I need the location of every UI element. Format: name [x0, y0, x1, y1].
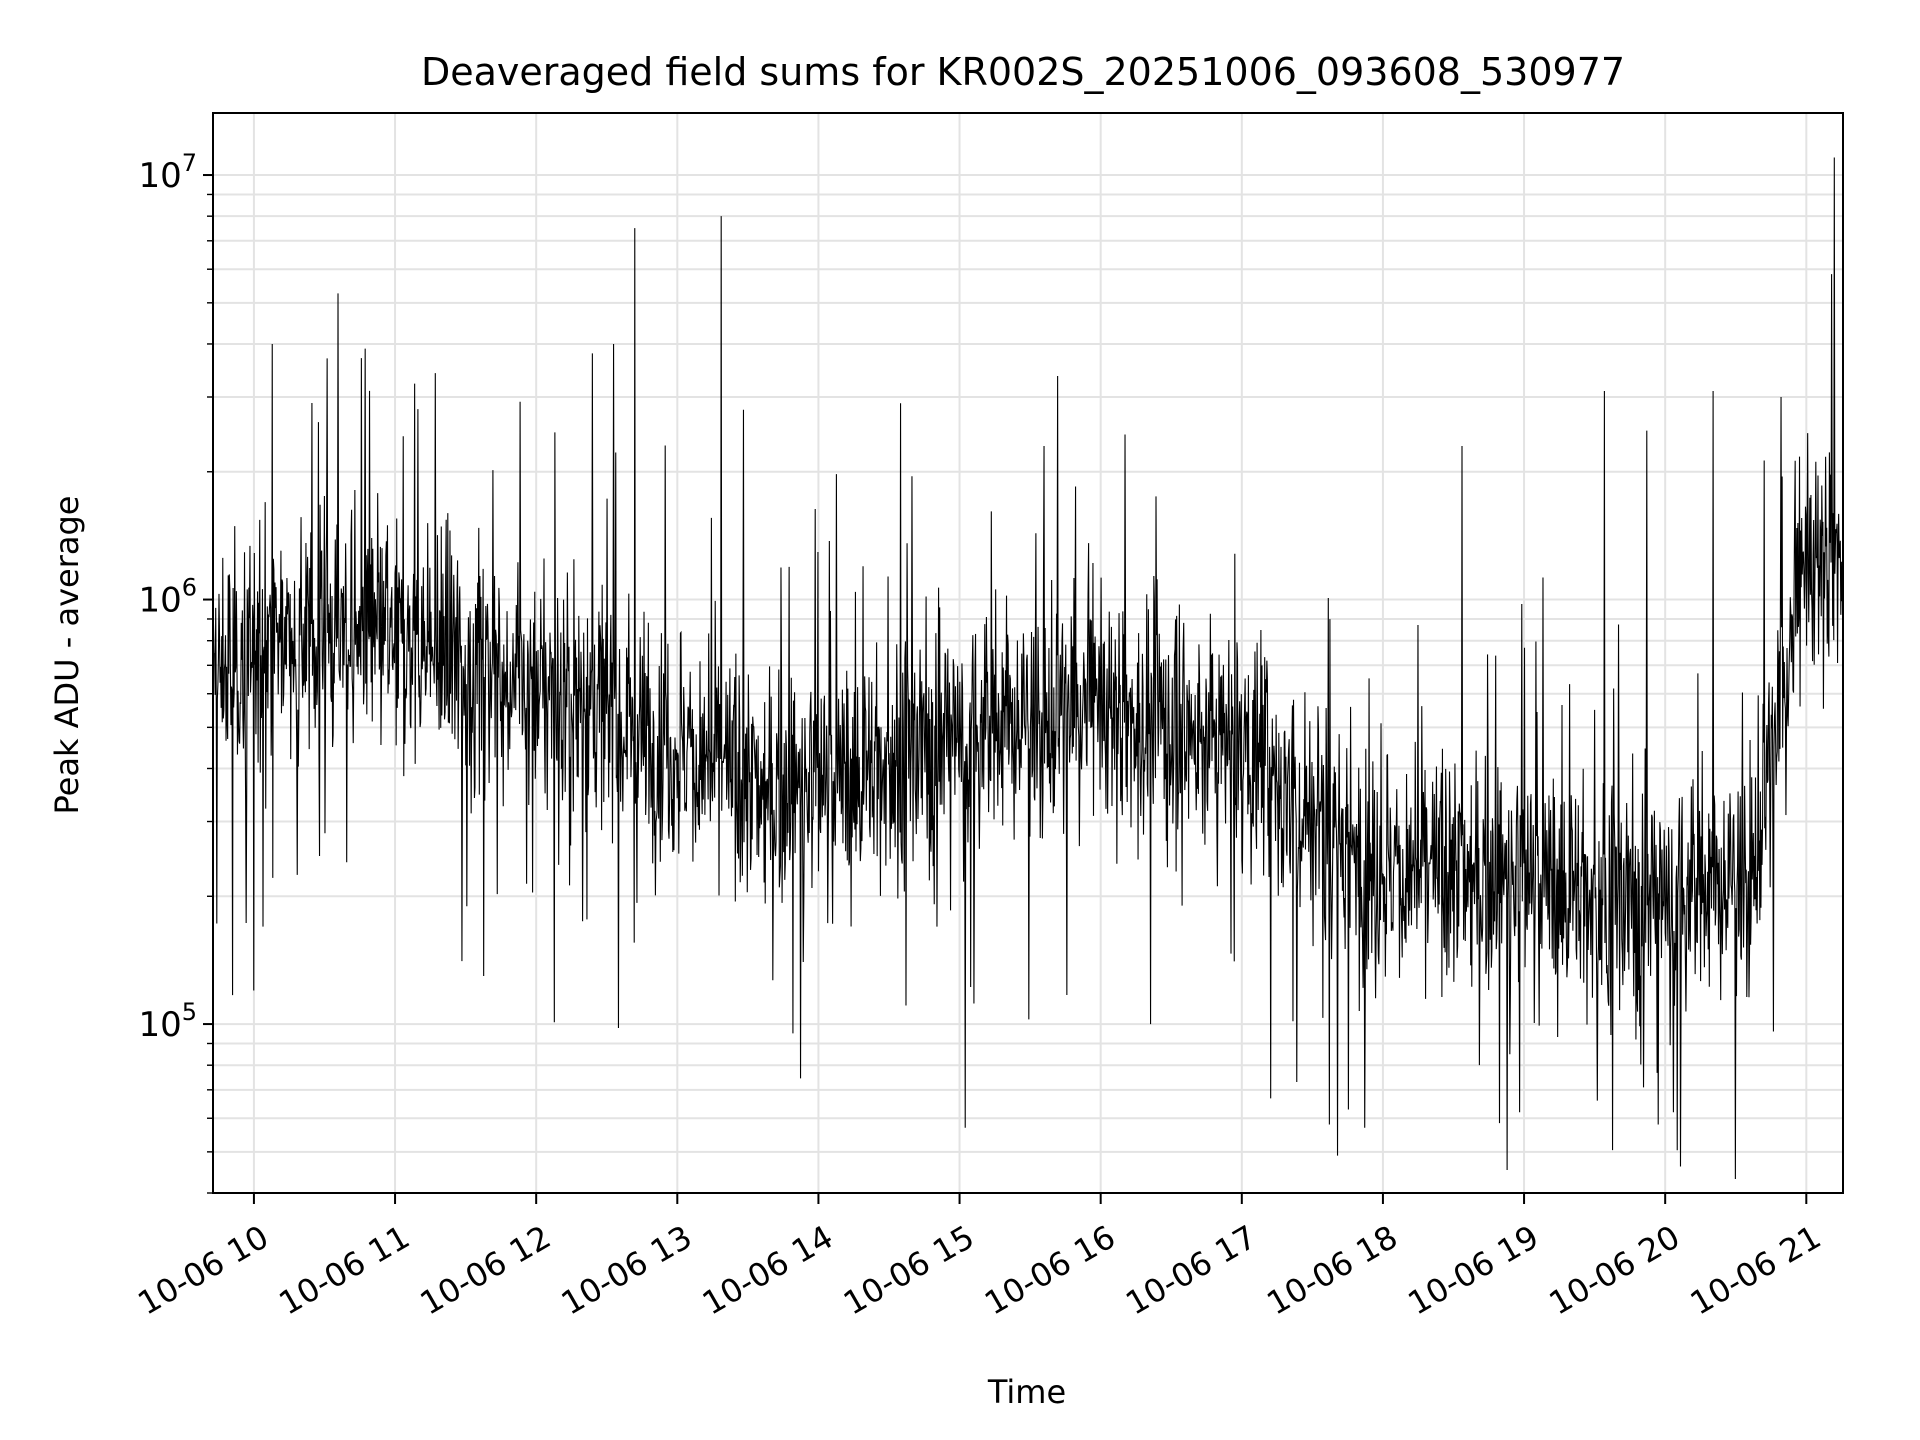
- y-tick-label: 106: [138, 574, 197, 621]
- y-tick-label: 105: [138, 998, 197, 1045]
- y-tick-base: 10: [138, 1005, 181, 1045]
- y-tick-base: 10: [138, 156, 181, 196]
- y-tick-label: 107: [138, 149, 197, 196]
- x-axis-label: Time: [987, 1373, 1066, 1411]
- plot-frame: [212, 112, 1844, 1194]
- data-series-line: [212, 157, 1844, 1179]
- series-layer: [212, 157, 1844, 1179]
- y-tick-exponent: 6: [182, 574, 197, 602]
- chart-title: Deaveraged field sums for KR002S_2025100…: [421, 50, 1625, 94]
- y-tick-exponent: 7: [182, 149, 197, 177]
- y-axis-label: Peak ADU - average: [48, 496, 86, 815]
- y-tick-exponent: 5: [182, 998, 197, 1026]
- y-tick-base: 10: [138, 581, 181, 621]
